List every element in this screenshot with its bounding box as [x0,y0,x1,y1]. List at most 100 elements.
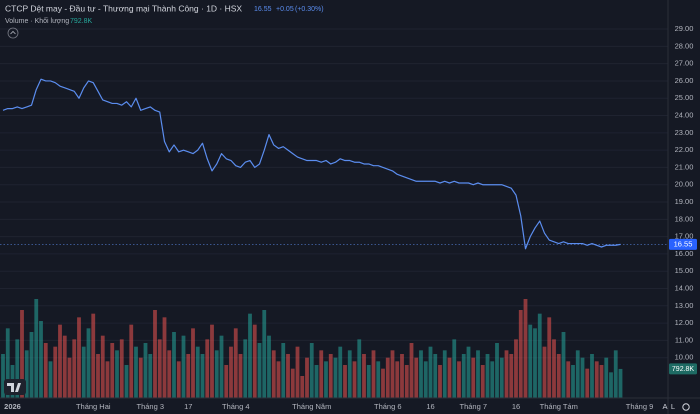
volume-bar [243,339,248,398]
volume-bar [485,354,490,398]
volume-bar [419,350,423,398]
volume-bar [148,354,153,398]
volume-bar [262,310,267,398]
price-pane [0,78,668,250]
y-tick-label: 28.00 [675,41,694,50]
volume-bar [362,354,366,398]
volume-bar [186,354,191,398]
volume-bar [571,365,575,398]
volume-bar [604,357,609,398]
volume-tag-label: 792.8K [672,366,695,373]
volume-bar [67,357,72,398]
volume-bar [72,339,77,398]
x-tick-label: Tháng 6 [374,402,402,411]
y-tick-label: 26.00 [675,76,694,85]
volume-bar [428,346,433,398]
volume-bar [105,361,110,398]
volume-bar [357,339,362,398]
volume-bar [157,339,162,398]
y-tick-label: 23.00 [675,128,694,137]
volume-bar [343,365,347,398]
volume-bar [295,346,300,398]
control-auto[interactable]: A [662,402,667,411]
volume-bar [195,346,200,398]
volume-bar [590,354,594,398]
logo-bg [4,379,26,395]
settings-button[interactable] [682,403,690,411]
y-tick-label: 10.00 [675,353,694,362]
volume-bar [5,328,10,398]
volume-bar [390,350,395,398]
control-log[interactable]: L [671,402,675,411]
volume-bar [552,339,556,398]
volume-bar [81,346,86,398]
volume-bar [119,339,124,398]
volume-bar [347,350,352,398]
volume-bar [585,368,590,398]
volume-bar [613,350,618,398]
volume-bar [124,365,129,398]
volume-bar [385,357,390,398]
x-tick-label: Tháng 7 [459,402,487,411]
volume-bar [162,317,167,398]
y-tick-label: 16.00 [675,249,694,258]
volume-bar [395,361,400,398]
volume-bar [58,324,62,398]
volume-bar [34,299,39,398]
logo [4,379,26,395]
volume-bar [167,350,172,398]
volume-bar [333,357,338,398]
volume-bar [248,313,252,398]
volume-bar [86,328,91,398]
volume-bar [523,299,528,398]
volume-bar [257,343,262,398]
volume-bar [176,361,181,398]
volume-bar [542,346,547,398]
y-tick-label: 12.00 [675,318,694,327]
volume-bar [504,350,509,398]
volume-bar [15,339,20,398]
x-tick-label: Tháng 9 [626,402,654,411]
volume-bar [20,310,24,398]
x-tick-label: Tháng 3 [136,402,164,411]
x-tick-label: Tháng Hai [76,402,111,411]
y-tick-label: 21.00 [675,162,694,171]
volume-bar [537,313,542,398]
volume-bar [134,346,138,398]
volume-bar [110,343,115,398]
volume-bar [404,365,409,398]
volume-bar [191,328,195,398]
volume-bar [433,354,438,398]
volume-bar [229,346,233,398]
volume-bar [371,350,376,398]
volume-bar [447,357,452,398]
x-tick-label: Tháng Năm [292,402,331,411]
volume-bar [556,354,561,398]
volume-bar [575,350,580,398]
volume-bar [314,365,319,398]
volume-bar [281,343,286,398]
volume-bar [53,346,58,398]
volume-bar [499,357,504,398]
volume-bar [518,310,523,398]
volume-bar [100,335,105,398]
logo-mark [7,383,21,392]
last-price-tag [669,238,697,250]
volume-bar [276,361,281,398]
volume-bar [267,335,271,398]
collapse-button[interactable] [7,27,19,39]
last-price-tag-label: 16.55 [674,239,693,248]
price-line [2,78,621,250]
y-tick-label: 19.00 [675,197,694,206]
y-tick-label: 14.00 [675,283,694,292]
volume-bar [43,343,48,398]
volume-bar [48,361,53,398]
y-tick-label: 24.00 [675,111,694,120]
volume-tag [669,363,697,375]
y-tick-label: 13.00 [675,301,694,310]
y-tick-label: 29.00 [675,24,694,33]
y-tick-label: 11.00 [675,335,693,344]
volume-bar [205,339,210,398]
volume-label[interactable]: Volume · Khối lượng [5,16,69,25]
